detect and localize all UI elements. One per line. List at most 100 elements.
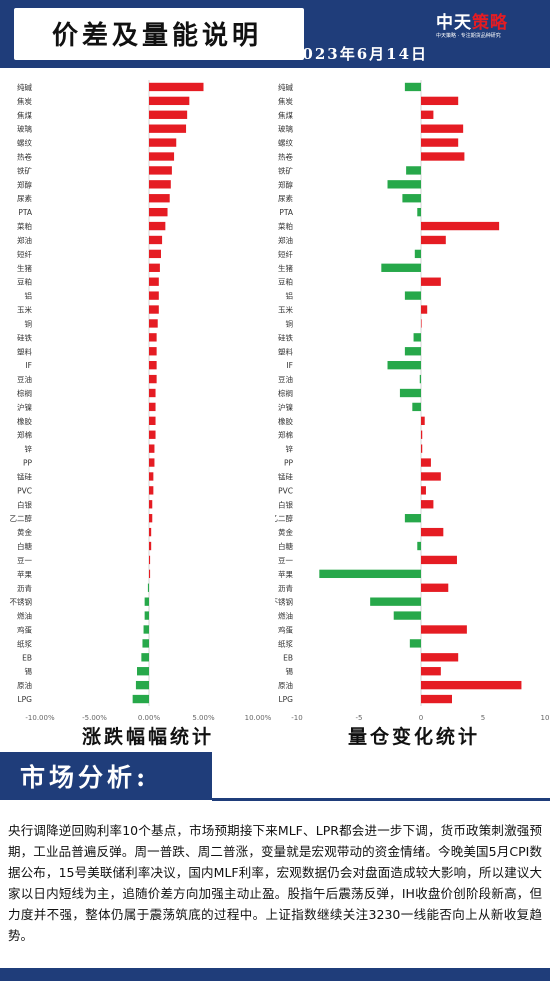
category-label: 沥青 xyxy=(17,583,32,593)
category-label: 热卷 xyxy=(278,152,293,162)
category-label: EB xyxy=(283,653,293,662)
category-label: PTA xyxy=(18,208,33,217)
bar-11 xyxy=(421,235,446,245)
category-label: 锰硅 xyxy=(17,471,32,481)
bar-22 xyxy=(399,388,421,398)
x-tick-label: -5.00% xyxy=(82,714,107,722)
category-label: 铁矿 xyxy=(278,165,293,175)
category-label: PVC xyxy=(278,486,293,495)
bar-3 xyxy=(149,124,187,133)
x-tick-label: 0.00% xyxy=(138,714,161,722)
category-label: 菜粕 xyxy=(278,221,293,231)
logo-text-a: 中天 xyxy=(436,13,472,33)
category-label: 焦炭 xyxy=(17,96,32,106)
x-tick-label: 10 xyxy=(541,714,550,722)
bar-23 xyxy=(412,402,421,412)
bar-25 xyxy=(421,430,423,439)
bar-12 xyxy=(149,249,161,259)
bar-14 xyxy=(149,277,159,286)
bar-36 xyxy=(421,583,449,592)
category-label: LPG xyxy=(278,695,293,704)
category-label: 短纤 xyxy=(17,249,32,259)
category-label: 纯碱 xyxy=(278,82,293,92)
category-label: 黄金 xyxy=(278,527,293,537)
category-label: 棕榈 xyxy=(17,388,32,398)
category-label: 热卷 xyxy=(17,152,32,162)
category-label: 生猪 xyxy=(17,263,32,273)
category-label: 豆一 xyxy=(278,556,293,565)
category-label: 苹果 xyxy=(278,569,293,579)
bar-3 xyxy=(421,124,464,133)
category-label: 沪镍 xyxy=(17,402,32,412)
bar-37 xyxy=(370,597,421,606)
bar-27 xyxy=(421,458,431,467)
category-label: 螺纹 xyxy=(17,138,32,148)
category-label: 塑料 xyxy=(278,346,293,356)
x-tick-label: -10.00% xyxy=(25,714,55,722)
bar-8 xyxy=(402,194,421,203)
footer-bar xyxy=(0,968,550,981)
bar-16 xyxy=(149,305,159,314)
bar-25 xyxy=(149,430,156,439)
bar-10 xyxy=(421,221,500,231)
category-label: 豆粕 xyxy=(278,277,293,287)
category-label: 豆粕 xyxy=(17,277,32,287)
bar-21 xyxy=(419,374,421,384)
bar-8 xyxy=(149,194,170,203)
category-label: 锡 xyxy=(25,667,33,676)
bar-32 xyxy=(149,527,152,537)
category-label: 纸浆 xyxy=(278,638,293,648)
bar-19 xyxy=(149,347,157,356)
category-label: 铁矿 xyxy=(17,165,32,175)
category-label: IF xyxy=(25,361,32,370)
title-box xyxy=(14,8,304,60)
report-date: 2023年6月14日 xyxy=(290,45,429,63)
category-label: 豆油 xyxy=(17,374,32,384)
x-tick-label: -5 xyxy=(356,714,363,722)
price-change-chart-title: 涨跌幅幅统计 xyxy=(82,726,215,748)
category-label: 铜 xyxy=(286,318,294,328)
category-label: 焦炭 xyxy=(278,96,293,106)
category-label: 沪镍 xyxy=(278,402,293,412)
bar-18 xyxy=(413,333,421,342)
bar-4 xyxy=(149,138,177,147)
category-label: 锌 xyxy=(286,444,294,454)
category-label: 郑棉 xyxy=(278,430,293,440)
category-label: 燃油 xyxy=(278,611,293,621)
bar-27 xyxy=(149,458,155,467)
bar-44 xyxy=(421,694,452,704)
x-tick-label: 0 xyxy=(419,714,423,722)
category-label: 黄金 xyxy=(17,527,32,537)
bar-31 xyxy=(149,514,153,523)
x-tick-label: -10 xyxy=(291,714,302,722)
market-analysis-title: 市场分析: xyxy=(20,763,150,792)
category-label: PTA xyxy=(279,208,294,217)
bar-13 xyxy=(149,263,160,272)
category-label: 纯碱 xyxy=(17,82,32,92)
category-label: 郑棉 xyxy=(17,430,32,440)
category-label: 玻璃 xyxy=(17,124,32,134)
bar-10 xyxy=(149,221,166,231)
category-label: LPG xyxy=(17,695,32,704)
bar-34 xyxy=(421,555,457,565)
bar-9 xyxy=(149,207,168,217)
category-label: PP xyxy=(284,459,294,468)
category-label: 尿素 xyxy=(278,193,293,203)
bar-2 xyxy=(421,110,434,119)
charts-area: 纯碱 焦炭 焦煤 玻璃 螺纹 热卷 铁矿 郑醇 尿素 PTA 菜粕 郑油 短纤 生猪 豆粕铝玉米铜硅铁 塑料 I… xyxy=(0,68,550,728)
category-label: 菜粕 xyxy=(17,221,32,231)
category-label: 短纤 xyxy=(278,249,293,259)
category-label: 铜 xyxy=(25,318,33,328)
bar-20 xyxy=(387,361,421,370)
bar-23 xyxy=(149,402,156,412)
bar-6 xyxy=(149,166,172,175)
bar-28 xyxy=(149,472,154,481)
bar-18 xyxy=(149,333,157,342)
category-label: 生猪 xyxy=(278,263,293,273)
bar-9 xyxy=(417,207,421,217)
bar-26 xyxy=(149,444,155,453)
bar-24 xyxy=(149,416,156,425)
category-label: 白糖 xyxy=(278,541,293,551)
bar-34 xyxy=(149,555,151,565)
